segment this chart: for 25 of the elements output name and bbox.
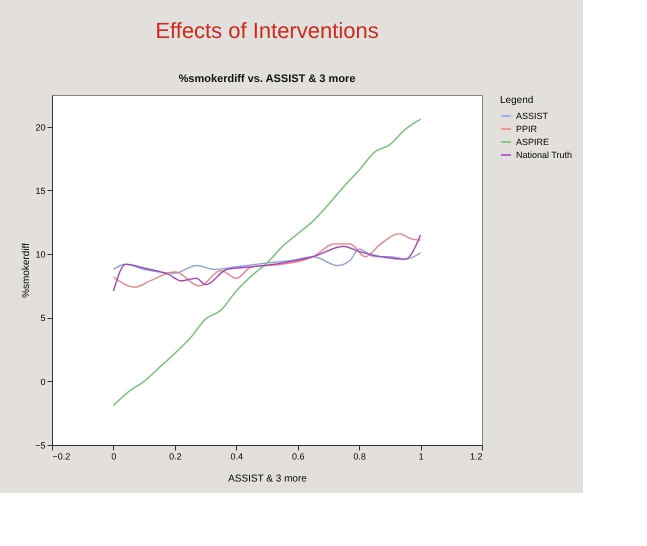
x-tick-label: −0.2 <box>52 452 70 462</box>
y-tick-label: 20 <box>35 122 46 132</box>
x-tick-label: 0.6 <box>292 452 304 462</box>
legend-label: PPIR <box>516 124 538 134</box>
x-tick-label: 0 <box>111 452 116 462</box>
legend-label: ASSIST <box>516 111 549 121</box>
x-tick-label: 0.2 <box>169 452 182 462</box>
y-tick-label: 15 <box>35 186 46 196</box>
x-axis-title: ASSIST & 3 more <box>228 474 308 484</box>
y-tick-label: 0 <box>40 376 46 387</box>
line-series <box>112 118 422 406</box>
x-tick-label: 0.8 <box>353 452 366 462</box>
line-series <box>112 248 422 274</box>
y-tick-label: 5 <box>40 313 46 324</box>
y-axis-title: %smokerdiff <box>21 242 32 298</box>
legend-label: ASPIRE <box>516 137 550 147</box>
legend-label: National Truth <box>516 150 572 160</box>
x-tick-label: 0.4 <box>230 452 244 462</box>
x-tick-label: 1 <box>418 452 424 462</box>
x-tick-label: 1.2 <box>470 452 482 462</box>
chart-title: Effects of Interventions <box>155 18 379 43</box>
y-tick-label: −5 <box>35 440 46 450</box>
chart-subtitle: %smokerdiff vs. ASSIST & 3 more <box>178 73 356 85</box>
y-tick-label: 10 <box>35 250 46 260</box>
legend-title: Legend <box>500 95 534 106</box>
